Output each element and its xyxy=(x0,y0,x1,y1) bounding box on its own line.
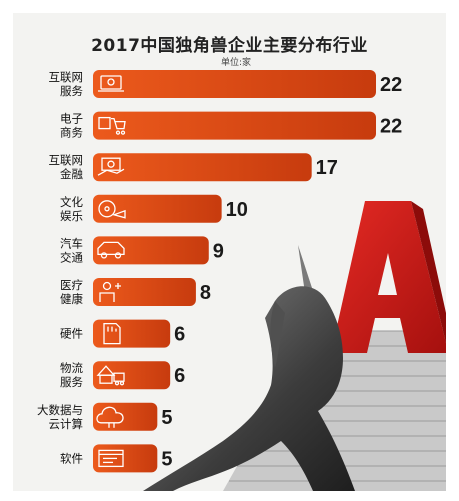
bar xyxy=(93,278,196,306)
value-label: 22 xyxy=(380,116,402,138)
value-label: 17 xyxy=(316,157,338,179)
value-label: 6 xyxy=(174,324,185,346)
category-label: 金融 xyxy=(60,167,83,181)
category-label: 服务 xyxy=(60,84,83,98)
bar xyxy=(93,444,158,473)
chart-panel: 2017中国独角兽企业主要分布行业 单位:家 xyxy=(13,13,446,491)
bar xyxy=(93,236,209,265)
bar xyxy=(93,402,158,431)
doctor-icon xyxy=(99,281,121,302)
category-label: 医疗 xyxy=(60,278,83,292)
software-window-icon xyxy=(98,449,124,468)
bar xyxy=(93,194,222,223)
value-label: 10 xyxy=(226,199,248,221)
unit-label: 单位:家 xyxy=(221,58,252,68)
laptop-icon xyxy=(98,75,124,92)
value-label: 8 xyxy=(200,282,211,304)
value-label: 6 xyxy=(174,365,185,387)
category-label: 云计算 xyxy=(49,417,84,431)
category-label: 娱乐 xyxy=(60,209,83,223)
category-label: 互联网 xyxy=(49,70,84,84)
category-label: 汽车 xyxy=(60,236,83,250)
category-label: 物流 xyxy=(60,361,83,375)
cloud-icon xyxy=(96,406,124,428)
shopping-cart-icon xyxy=(98,116,126,135)
unicorn-illustration xyxy=(143,245,355,491)
category-label: 服务 xyxy=(60,375,83,389)
bar xyxy=(93,111,376,140)
category-label: 硬件 xyxy=(60,327,83,341)
category-label: 软件 xyxy=(60,451,83,465)
category-label: 电子 xyxy=(60,112,83,126)
finance-hand-icon xyxy=(97,157,125,176)
category-label: 文化 xyxy=(60,195,83,209)
category-label: 大数据与 xyxy=(37,403,83,417)
value-label: 5 xyxy=(161,448,172,470)
category-label: 商务 xyxy=(60,126,83,140)
bar xyxy=(93,153,312,182)
sd-card-icon xyxy=(103,322,121,345)
category-label: 健康 xyxy=(60,292,83,306)
film-reel-icon xyxy=(98,200,126,219)
value-label: 22 xyxy=(380,74,402,96)
delivery-truck-icon xyxy=(96,365,125,386)
letter-a-illustration xyxy=(331,201,446,353)
chart-title: 2017中国独角兽企业主要分布行业 xyxy=(91,36,368,56)
value-label: 5 xyxy=(161,407,172,429)
category-label: 交通 xyxy=(60,250,83,264)
car-icon xyxy=(97,241,125,259)
category-label: 互联网 xyxy=(49,153,84,167)
bar xyxy=(93,70,376,98)
value-label: 9 xyxy=(213,240,224,262)
